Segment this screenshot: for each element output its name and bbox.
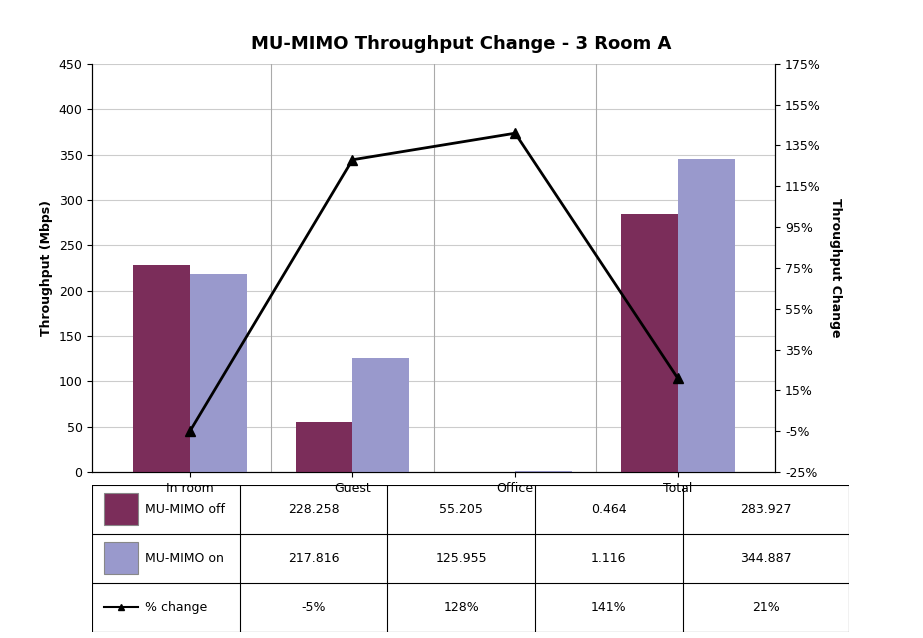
Y-axis label: Throughput (Mbps): Throughput (Mbps)	[40, 200, 54, 336]
Text: 55.205: 55.205	[439, 503, 484, 516]
Text: 0.464: 0.464	[591, 503, 627, 516]
Text: -5%: -5%	[302, 601, 326, 614]
Bar	[103, 493, 138, 526]
Y-axis label: Throughput Change: Throughput Change	[829, 198, 842, 338]
Bar	[677, 159, 735, 472]
Bar	[353, 358, 410, 472]
Bar	[133, 265, 190, 472]
Text: MU-MIMO Throughput Change - 3 Room A: MU-MIMO Throughput Change - 3 Room A	[251, 35, 672, 53]
Bar	[190, 274, 246, 472]
Text: 21%: 21%	[752, 601, 780, 614]
Text: 1.116: 1.116	[591, 552, 627, 565]
Text: % change: % change	[145, 601, 208, 614]
Text: 128%: 128%	[443, 601, 479, 614]
Bar	[515, 471, 572, 472]
Bar	[621, 214, 677, 472]
Bar	[103, 542, 138, 574]
Text: 217.816: 217.816	[288, 552, 340, 565]
Text: 344.887: 344.887	[740, 552, 792, 565]
Text: MU-MIMO off: MU-MIMO off	[145, 503, 225, 516]
Text: 141%: 141%	[591, 601, 627, 614]
Text: MU-MIMO on: MU-MIMO on	[145, 552, 224, 565]
Text: 283.927: 283.927	[740, 503, 792, 516]
Text: 228.258: 228.258	[288, 503, 340, 516]
Bar	[295, 422, 353, 472]
Text: 125.955: 125.955	[436, 552, 487, 565]
